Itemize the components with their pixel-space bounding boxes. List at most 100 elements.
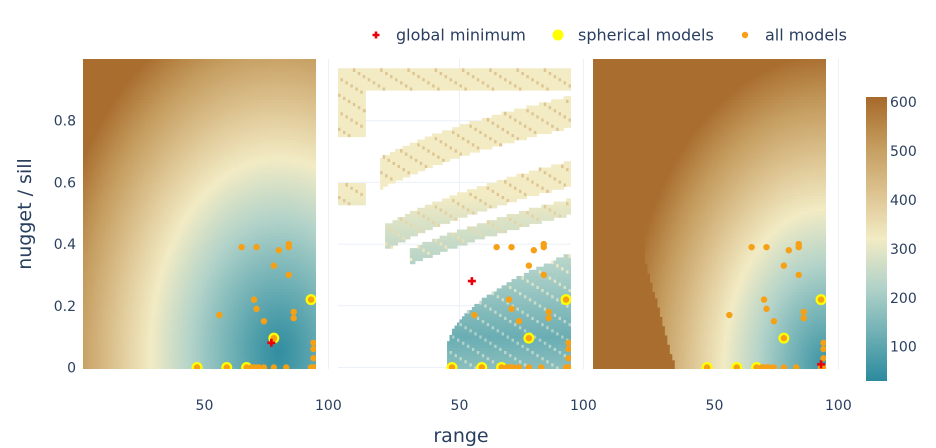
- heatmap-cell: [140, 83, 144, 88]
- heatmap-cell: [102, 130, 106, 134]
- heatmap-cell: [172, 204, 176, 209]
- heatmap-cell: [174, 307, 178, 311]
- heatmap-cell: [117, 121, 121, 125]
- heatmap-cell: [132, 148, 136, 153]
- heatmap-cell: [179, 130, 183, 134]
- heatmap-cell: [127, 96, 131, 100]
- heatmap-cell: [162, 310, 166, 314]
- heatmap-cell: [147, 86, 151, 91]
- heatmap-cell: [192, 353, 196, 358]
- heatmap-cell: [162, 334, 166, 339]
- heatmap-cell: [152, 74, 156, 79]
- heatmap-cell: [144, 130, 149, 134]
- heatmap-cell: [169, 93, 173, 97]
- heatmap-cell: [157, 80, 161, 85]
- heatmap-cell: [102, 90, 106, 94]
- heatmap-cell: [87, 279, 92, 283]
- heatmap-cell: [192, 102, 196, 107]
- heatmap-cell: [187, 136, 191, 141]
- heatmap-cell: [177, 338, 181, 342]
- heatmap-cell: [87, 248, 92, 252]
- heatmap-cell: [132, 365, 136, 369]
- heatmap-cell: [152, 272, 156, 277]
- legend-entry-global-minimum[interactable]: global minimum: [372, 26, 526, 45]
- heatmap-cell: [169, 217, 173, 221]
- heatmap-cell: [117, 86, 121, 91]
- heatmap-cell: [100, 62, 104, 66]
- heatmap-cell: [177, 325, 181, 330]
- heatmap-cell: [132, 350, 136, 355]
- heatmap-cell: [154, 158, 158, 162]
- heatmap-cell: [182, 158, 186, 162]
- heatmap-cell: [115, 121, 119, 125]
- heatmap-cell: [169, 266, 173, 271]
- heatmap-cell: [192, 272, 196, 277]
- heatmap-cell: [135, 272, 139, 277]
- heatmap-cell: [147, 229, 151, 234]
- heatmap-cell: [179, 210, 183, 215]
- heatmap-cell: [142, 334, 146, 339]
- heatmap-cell: [137, 362, 141, 367]
- heatmap-cell: [85, 124, 89, 128]
- heatmap-cell: [152, 362, 156, 367]
- heatmap-cell: [110, 80, 114, 85]
- heatmap-cell: [125, 179, 129, 184]
- heatmap-cell: [157, 229, 161, 234]
- heatmap-cell: [117, 300, 121, 305]
- heatmap-cell: [130, 117, 134, 122]
- heatmap-cell: [110, 105, 114, 110]
- heatmap-cell: [85, 266, 89, 271]
- heatmap-cell: [164, 127, 168, 131]
- legend-entry-spherical-models[interactable]: spherical models: [552, 26, 714, 45]
- heatmap-cell: [122, 90, 126, 94]
- heatmap-cell: [135, 195, 139, 200]
- heatmap-cell: [125, 105, 129, 110]
- heatmap-cell: [135, 328, 139, 333]
- heatmap-cell: [102, 359, 106, 364]
- heatmap-cell: [172, 238, 176, 243]
- heatmap-cell: [107, 279, 111, 283]
- heatmap-cell: [159, 316, 163, 320]
- heatmap-cell: [92, 93, 96, 97]
- heatmap-cell: [197, 220, 201, 224]
- heatmap-cell: [174, 121, 178, 125]
- heatmap-cell: [152, 300, 156, 305]
- heatmap-cell: [110, 217, 114, 221]
- heatmap-cell: [112, 328, 116, 333]
- heatmap-cell: [149, 86, 154, 91]
- heatmap-cell: [182, 294, 186, 299]
- heatmap-cell: [115, 353, 119, 358]
- heatmap-cell: [85, 179, 89, 184]
- heatmap-cell: [184, 217, 188, 221]
- heatmap-cell: [92, 74, 96, 79]
- heatmap-cell: [122, 325, 126, 330]
- heatmap-cell: [115, 133, 119, 138]
- heatmap-cell: [92, 164, 96, 169]
- heatmap-cell: [187, 279, 191, 283]
- heatmap-cell: [100, 316, 104, 320]
- heatmap-cell: [120, 285, 124, 289]
- heatmap-cell: [130, 77, 134, 82]
- heatmap-cell: [147, 316, 151, 320]
- heatmap-cell: [167, 142, 171, 147]
- heatmap-cell: [135, 325, 139, 330]
- heatmap-cell: [83, 207, 87, 212]
- heatmap-cell: [107, 102, 111, 107]
- heatmap-cell: [130, 276, 134, 280]
- heatmap-cell: [140, 133, 144, 138]
- heatmap-cell: [100, 117, 104, 122]
- heatmap-cell: [105, 238, 109, 243]
- heatmap-cell: [167, 121, 171, 125]
- heatmap-cell: [125, 170, 129, 175]
- heatmap-cell: [187, 282, 191, 286]
- heatmap-cell: [97, 235, 101, 240]
- heatmap-cell: [194, 207, 198, 212]
- heatmap-cell: [137, 353, 141, 358]
- heatmap-cell: [184, 260, 188, 265]
- heatmap-cell: [194, 344, 198, 348]
- heatmap-cell: [174, 183, 178, 187]
- heatmap-cell: [189, 127, 193, 131]
- heatmap-cell: [105, 288, 109, 293]
- heatmap-cell: [169, 99, 173, 103]
- legend-entry-all-models[interactable]: all models: [741, 26, 847, 45]
